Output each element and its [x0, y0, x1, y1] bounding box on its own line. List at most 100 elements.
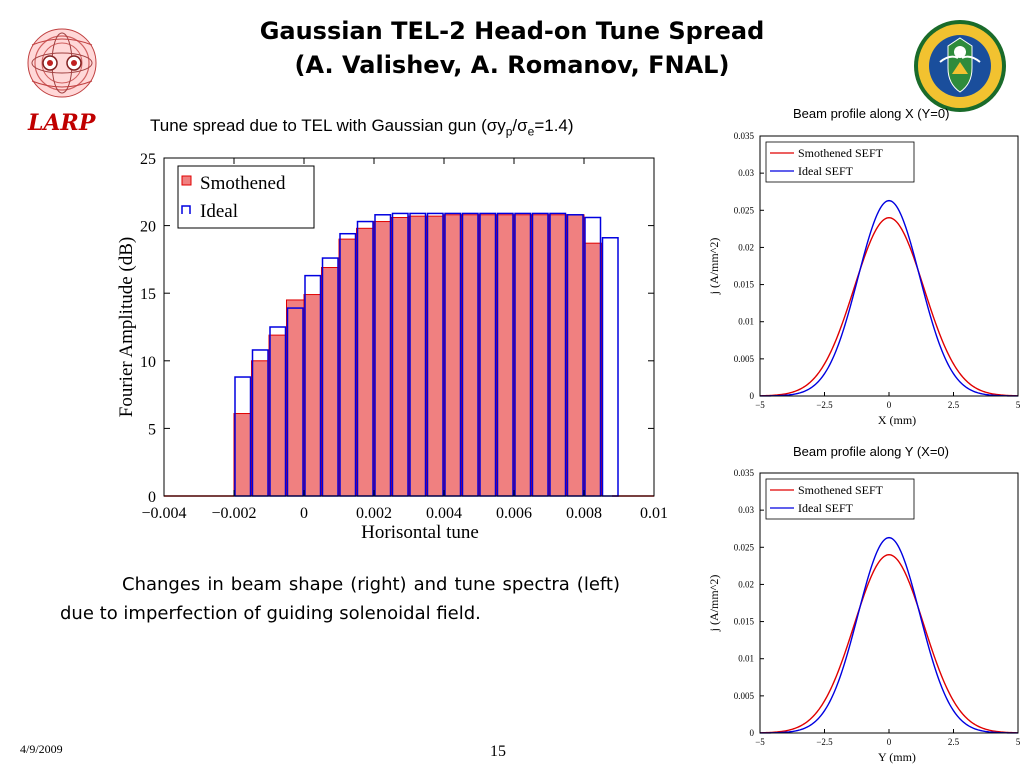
y-axis-label: j (A/mm^2)	[707, 575, 721, 633]
y-tick-label: 0	[750, 391, 755, 401]
x-tick-label: 0.008	[566, 505, 602, 522]
plot-frame	[759, 472, 1019, 734]
bar-smothened	[583, 242, 602, 497]
y-tick-label: 25	[140, 151, 156, 168]
x-tick-label: −2.5	[816, 737, 833, 747]
y-tick-label: 20	[140, 219, 156, 236]
y-axis-label: Fourier Amplitude (dB)	[116, 237, 137, 417]
slide-title-line2: (A. Valishev, A. Romanov, FNAL)	[294, 51, 730, 79]
y-tick-label: 0.025	[734, 542, 755, 552]
plot-frame	[759, 135, 1019, 397]
curve-smothened-seft	[759, 217, 1019, 397]
legend-swatch-ideal	[181, 205, 191, 214]
x-tick-label: −5	[755, 400, 765, 410]
legend-label-smothened: Smothened	[200, 173, 286, 194]
x-tick-label: −0.004	[141, 505, 186, 522]
bar-smothened	[338, 238, 357, 497]
bar-smothened	[531, 214, 550, 497]
y-tick-label: 0.02	[738, 579, 754, 589]
x-tick-label: −0.002	[211, 505, 256, 522]
bar-smothened	[321, 267, 340, 497]
doe-seal-icon	[914, 20, 1006, 112]
profile-y-title: Beam profile along Y (X=0)	[793, 444, 949, 459]
tune-spread-chart: 0 5 10 15 20 25 −0.004 −0.002 0 0.002 0.004 0.006 0.…	[116, 151, 668, 543]
y-tick-label: 0.01	[738, 654, 754, 664]
y-axis-label: j (A/mm^2)	[707, 238, 721, 296]
bar-smothened	[303, 294, 322, 497]
beam-profile-x-chart: 0 0.005 0.01 0.015 0.02 0.025 0.03 0.035 −5 −2.5 0…	[707, 131, 1021, 427]
y-tick-label: 0	[750, 728, 755, 738]
curve-smothened-seft	[759, 554, 1019, 734]
x-tick-label: 0.004	[426, 505, 462, 522]
y-tick-label: 0.035	[734, 131, 755, 141]
bar-smothened	[233, 413, 252, 497]
x-axis-label: Y (mm)	[878, 750, 916, 764]
bar-smothened	[356, 227, 375, 497]
legend-label-ideal: Ideal	[200, 201, 238, 222]
x-tick-label: 0	[887, 737, 892, 747]
y-tick-label: 0.005	[734, 354, 755, 364]
page-number: 15	[490, 743, 506, 760]
curve-ideal-seft	[759, 536, 1019, 734]
plot-frame	[163, 157, 655, 497]
bar-smothened	[478, 214, 497, 497]
larp-logo-icon	[27, 28, 97, 98]
x-tick-label: −2.5	[816, 400, 833, 410]
slide-title-line1: Gaussian TEL-2 Head-on Tune Spread	[259, 17, 765, 45]
bar-smothened	[286, 299, 305, 497]
y-tick-label: 0	[148, 489, 156, 506]
tune-chart-title: Tune spread due to TEL with Gaussian gun…	[150, 116, 574, 139]
y-tick-label: 0.01	[738, 317, 754, 327]
legend-label-ideal: Ideal SEFT	[798, 164, 854, 178]
y-tick-label: 15	[140, 286, 156, 303]
x-tick-label: −5	[755, 737, 765, 747]
y-tick-label: 0.005	[734, 691, 755, 701]
legend-label-smothened: Smothened SEFT	[798, 483, 884, 497]
slide-title: Gaussian TEL-2 Head-on Tune Spread (A. V…	[180, 14, 844, 82]
profile-x-title: Beam profile along X (Y=0)	[793, 106, 950, 121]
bar-smothened	[251, 360, 270, 497]
curve-ideal-seft	[759, 199, 1019, 397]
profile-x-legend: Smothened SEFT Ideal SEFT	[765, 141, 915, 183]
x-axis-label: X (mm)	[878, 413, 916, 427]
bar-smothened	[426, 215, 445, 497]
bar-ideal	[601, 237, 619, 497]
x-tick-label: 5	[1016, 737, 1021, 747]
y-tick-label: 5	[148, 421, 156, 438]
y-tick-label: 0.035	[734, 468, 755, 478]
y-tick-label: 10	[140, 354, 156, 371]
bar-smothened	[461, 214, 480, 497]
legend-label-ideal: Ideal SEFT	[798, 501, 854, 515]
legend-label-smothened: Smothened SEFT	[798, 146, 884, 160]
bar-smothened	[496, 214, 515, 497]
x-tick-label: 5	[1016, 400, 1021, 410]
y-tick-label: 0.015	[734, 280, 755, 290]
legend-swatch-smothened	[181, 175, 192, 186]
larp-label: LARP	[28, 110, 96, 136]
bar-smothened	[408, 215, 427, 497]
bar-smothened	[548, 214, 567, 497]
x-tick-label: 0.01	[640, 505, 668, 522]
y-tick-label: 0.03	[738, 505, 754, 515]
y-tick-label: 0.03	[738, 168, 754, 178]
bar-smothened	[268, 334, 287, 497]
bar-smothened	[443, 214, 462, 497]
profile-y-legend: Smothened SEFT Ideal SEFT	[765, 478, 915, 520]
x-tick-label: 0	[887, 400, 892, 410]
footer-date: 4/9/2009	[20, 742, 63, 756]
bar-smothened	[566, 214, 585, 497]
x-tick-label: 2.5	[948, 400, 960, 410]
y-tick-label: 0.015	[734, 617, 755, 627]
tune-legend: Smothened Ideal	[177, 165, 315, 229]
x-tick-label: 0.006	[496, 505, 532, 522]
x-axis-label: Horisontal tune	[361, 522, 479, 543]
bar-smothened	[513, 214, 532, 497]
y-tick-label: 0.02	[738, 242, 754, 252]
x-tick-label: 2.5	[948, 737, 960, 747]
y-tick-label: 0.025	[734, 205, 755, 215]
bar-smothened	[391, 216, 410, 497]
x-tick-label: 0.002	[356, 505, 392, 522]
slide-caption: Changes in beam shape (right) and tune s…	[60, 574, 620, 624]
beam-profile-y-chart: 0 0.005 0.01 0.015 0.02 0.025 0.03 0.035 −5 −2.5 0…	[707, 468, 1021, 764]
bar-smothened	[373, 221, 392, 497]
